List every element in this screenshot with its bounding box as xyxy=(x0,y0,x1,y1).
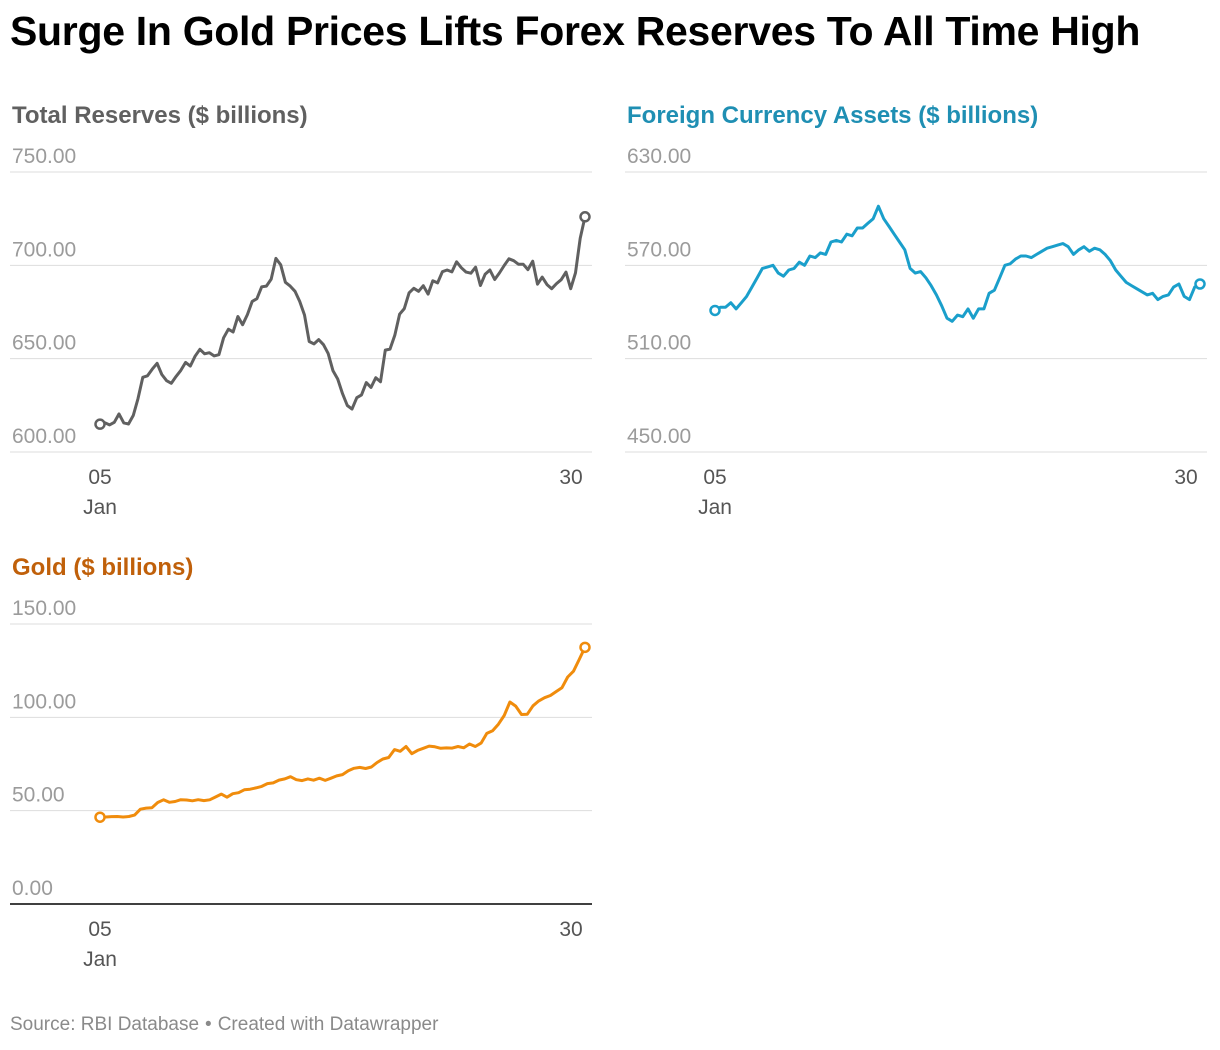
series-end-marker xyxy=(579,211,591,223)
y-tick-label: 150.00 xyxy=(12,597,76,620)
series-end-marker xyxy=(1194,278,1206,290)
series-start-marker xyxy=(709,304,721,317)
foreign-currency-assets-chart: 630.00 570.00 510.00 450.00 05 Jan 30 xyxy=(625,145,1207,519)
y-tick: 0.00 xyxy=(10,877,592,905)
footer-separator: • xyxy=(205,1014,212,1035)
series-line xyxy=(98,645,587,819)
chart-headline: Surge In Gold Prices Lifts Forex Reserve… xyxy=(10,8,1141,54)
footer-source: Source: RBI Database • Created with Datawr… xyxy=(10,1014,438,1036)
y-tick: 510.00 xyxy=(625,332,1207,360)
y-tick: 700.00 xyxy=(10,238,592,266)
series-start-marker xyxy=(94,418,106,430)
x-tick-label: 05 xyxy=(88,918,111,941)
series-start-marker xyxy=(94,811,106,823)
y-tick-label: 50.00 xyxy=(12,784,65,807)
foreign-currency-assets-panel: Foreign Currency Assets ($ billions) 630… xyxy=(625,102,1220,522)
x-tick: 05 Jan xyxy=(698,466,732,519)
y-tick-label: 650.00 xyxy=(12,332,76,355)
source-text: Source: RBI Database xyxy=(10,1014,200,1035)
series-line xyxy=(713,204,1202,323)
x-tick: 30 xyxy=(559,466,582,489)
y-tick: 150.00 xyxy=(10,597,592,625)
x-tick-label: 30 xyxy=(559,466,582,489)
y-tick-label: 450.00 xyxy=(627,425,691,448)
x-tick-sublabel: Jan xyxy=(698,496,732,519)
total-reserves-panel: Total Reserves ($ billions) 750.00 700.00… xyxy=(10,102,610,522)
panel-title: Foreign Currency Assets ($ billions) xyxy=(627,102,1039,129)
y-tick: 450.00 xyxy=(625,425,1207,453)
x-tick-label: 05 xyxy=(88,466,111,489)
credit-text: Created with Datawrapper xyxy=(217,1014,439,1035)
y-tick: 570.00 xyxy=(625,238,1207,266)
y-tick-label: 0.00 xyxy=(12,877,53,900)
y-tick: 650.00 xyxy=(10,332,592,360)
y-tick: 100.00 xyxy=(10,690,592,718)
gold-chart: 150.00 100.00 50.00 0.00 05 Jan 30 xyxy=(10,597,592,971)
panel-title: Gold ($ billions) xyxy=(12,554,194,581)
x-tick-label: 05 xyxy=(703,466,726,489)
y-tick-label: 100.00 xyxy=(12,690,76,713)
panel-title: Total Reserves ($ billions) xyxy=(12,102,308,129)
y-tick-label: 750.00 xyxy=(12,145,76,168)
x-tick: 30 xyxy=(559,918,582,941)
y-tick-label: 600.00 xyxy=(12,425,76,448)
x-tick: 30 xyxy=(1174,466,1197,489)
x-tick: 05 Jan xyxy=(83,918,117,971)
gold-panel: Gold ($ billions) 150.00 100.00 50.00 0.00 0… xyxy=(10,554,610,974)
y-tick: 600.00 xyxy=(10,425,592,453)
series-end-marker xyxy=(579,641,591,654)
total-reserves-chart: 750.00 700.00 650.00 600.00 05 Jan 30 xyxy=(10,145,592,519)
y-tick: 630.00 xyxy=(625,145,1207,173)
x-tick-sublabel: Jan xyxy=(83,496,117,519)
x-tick: 05 Jan xyxy=(83,466,117,519)
y-tick: 50.00 xyxy=(10,784,592,812)
series-line xyxy=(98,215,587,427)
x-tick-label: 30 xyxy=(1174,466,1197,489)
y-tick-label: 700.00 xyxy=(12,238,76,261)
x-tick-label: 30 xyxy=(559,918,582,941)
y-tick-label: 630.00 xyxy=(627,145,691,168)
y-tick: 750.00 xyxy=(10,145,592,173)
y-tick-label: 570.00 xyxy=(627,238,691,261)
x-tick-sublabel: Jan xyxy=(83,948,117,971)
y-tick-label: 510.00 xyxy=(627,332,691,355)
